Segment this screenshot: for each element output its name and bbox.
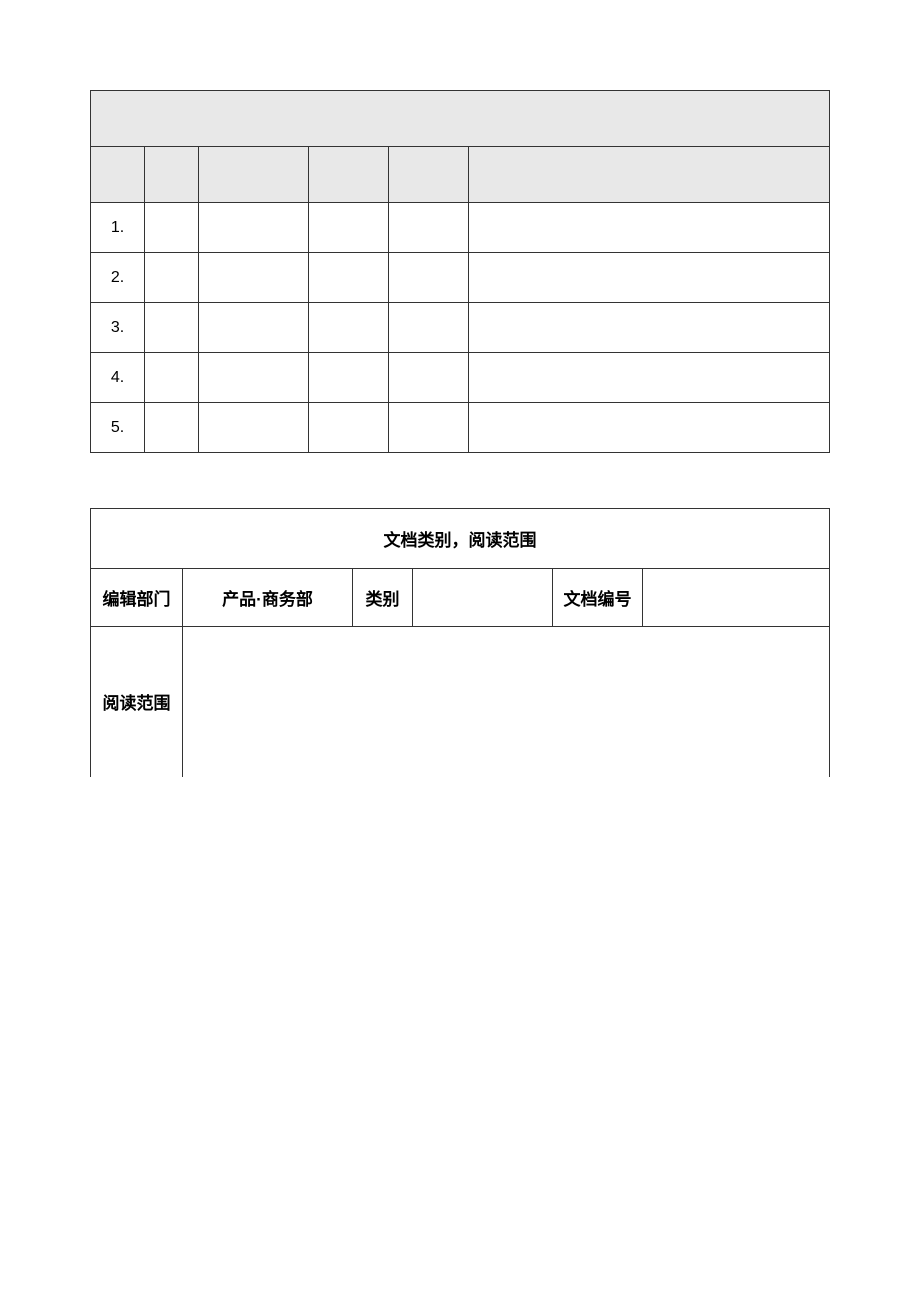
doc-number-label: 文档编号 [553,569,643,627]
row-c3 [199,353,309,403]
edit-dept-value: 产品·商务部 [183,569,353,627]
table1-subheader-c1 [91,147,145,203]
row-c5 [389,353,469,403]
row-c5 [389,203,469,253]
row-c6 [469,253,830,303]
read-scope-value [183,627,830,777]
doc-title-cell: 文档类别，阅读范围 [91,509,830,569]
row-number: 1. [91,203,145,253]
category-value [413,569,553,627]
edit-dept-label: 编辑部门 [91,569,183,627]
row-c5 [389,253,469,303]
table1-subheader-c5 [389,147,469,203]
row-c2 [145,203,199,253]
row-number: 3. [91,303,145,353]
history-table: 1. 2. 3. 4. 5. [90,90,830,453]
row-c2 [145,353,199,403]
row-number: 5. [91,403,145,453]
row-c4 [309,353,389,403]
read-scope-row: 阅读范围 [91,627,830,777]
table-row: 3. [91,303,830,353]
doc-title-row: 文档类别，阅读范围 [91,509,830,569]
table1-subheader-c4 [309,147,389,203]
doc-info-table: 文档类别，阅读范围 编辑部门 产品·商务部 类别 文档编号 阅读范围 [90,508,830,777]
table1-subheader-c3 [199,147,309,203]
table1-subheader-c2 [145,147,199,203]
table1-subheader-c6 [469,147,830,203]
table1-subheader-row [91,147,830,203]
row-c6 [469,303,830,353]
row-c2 [145,303,199,353]
row-c6 [469,353,830,403]
table-row: 2. [91,253,830,303]
row-c4 [309,253,389,303]
row-c3 [199,403,309,453]
read-scope-label: 阅读范围 [91,627,183,777]
row-c6 [469,203,830,253]
category-label: 类别 [353,569,413,627]
table-row: 5. [91,403,830,453]
row-c4 [309,403,389,453]
row-c3 [199,253,309,303]
row-number: 2. [91,253,145,303]
row-c5 [389,403,469,453]
row-c2 [145,253,199,303]
row-c6 [469,403,830,453]
table1-header-cell [91,91,830,147]
table-row: 1. [91,203,830,253]
row-c5 [389,303,469,353]
table-row: 4. [91,353,830,403]
row-c3 [199,303,309,353]
doc-info-row: 编辑部门 产品·商务部 类别 文档编号 [91,569,830,627]
row-number: 4. [91,353,145,403]
row-c2 [145,403,199,453]
doc-number-value [643,569,830,627]
row-c3 [199,203,309,253]
row-c4 [309,203,389,253]
row-c4 [309,303,389,353]
table1-header-row [91,91,830,147]
